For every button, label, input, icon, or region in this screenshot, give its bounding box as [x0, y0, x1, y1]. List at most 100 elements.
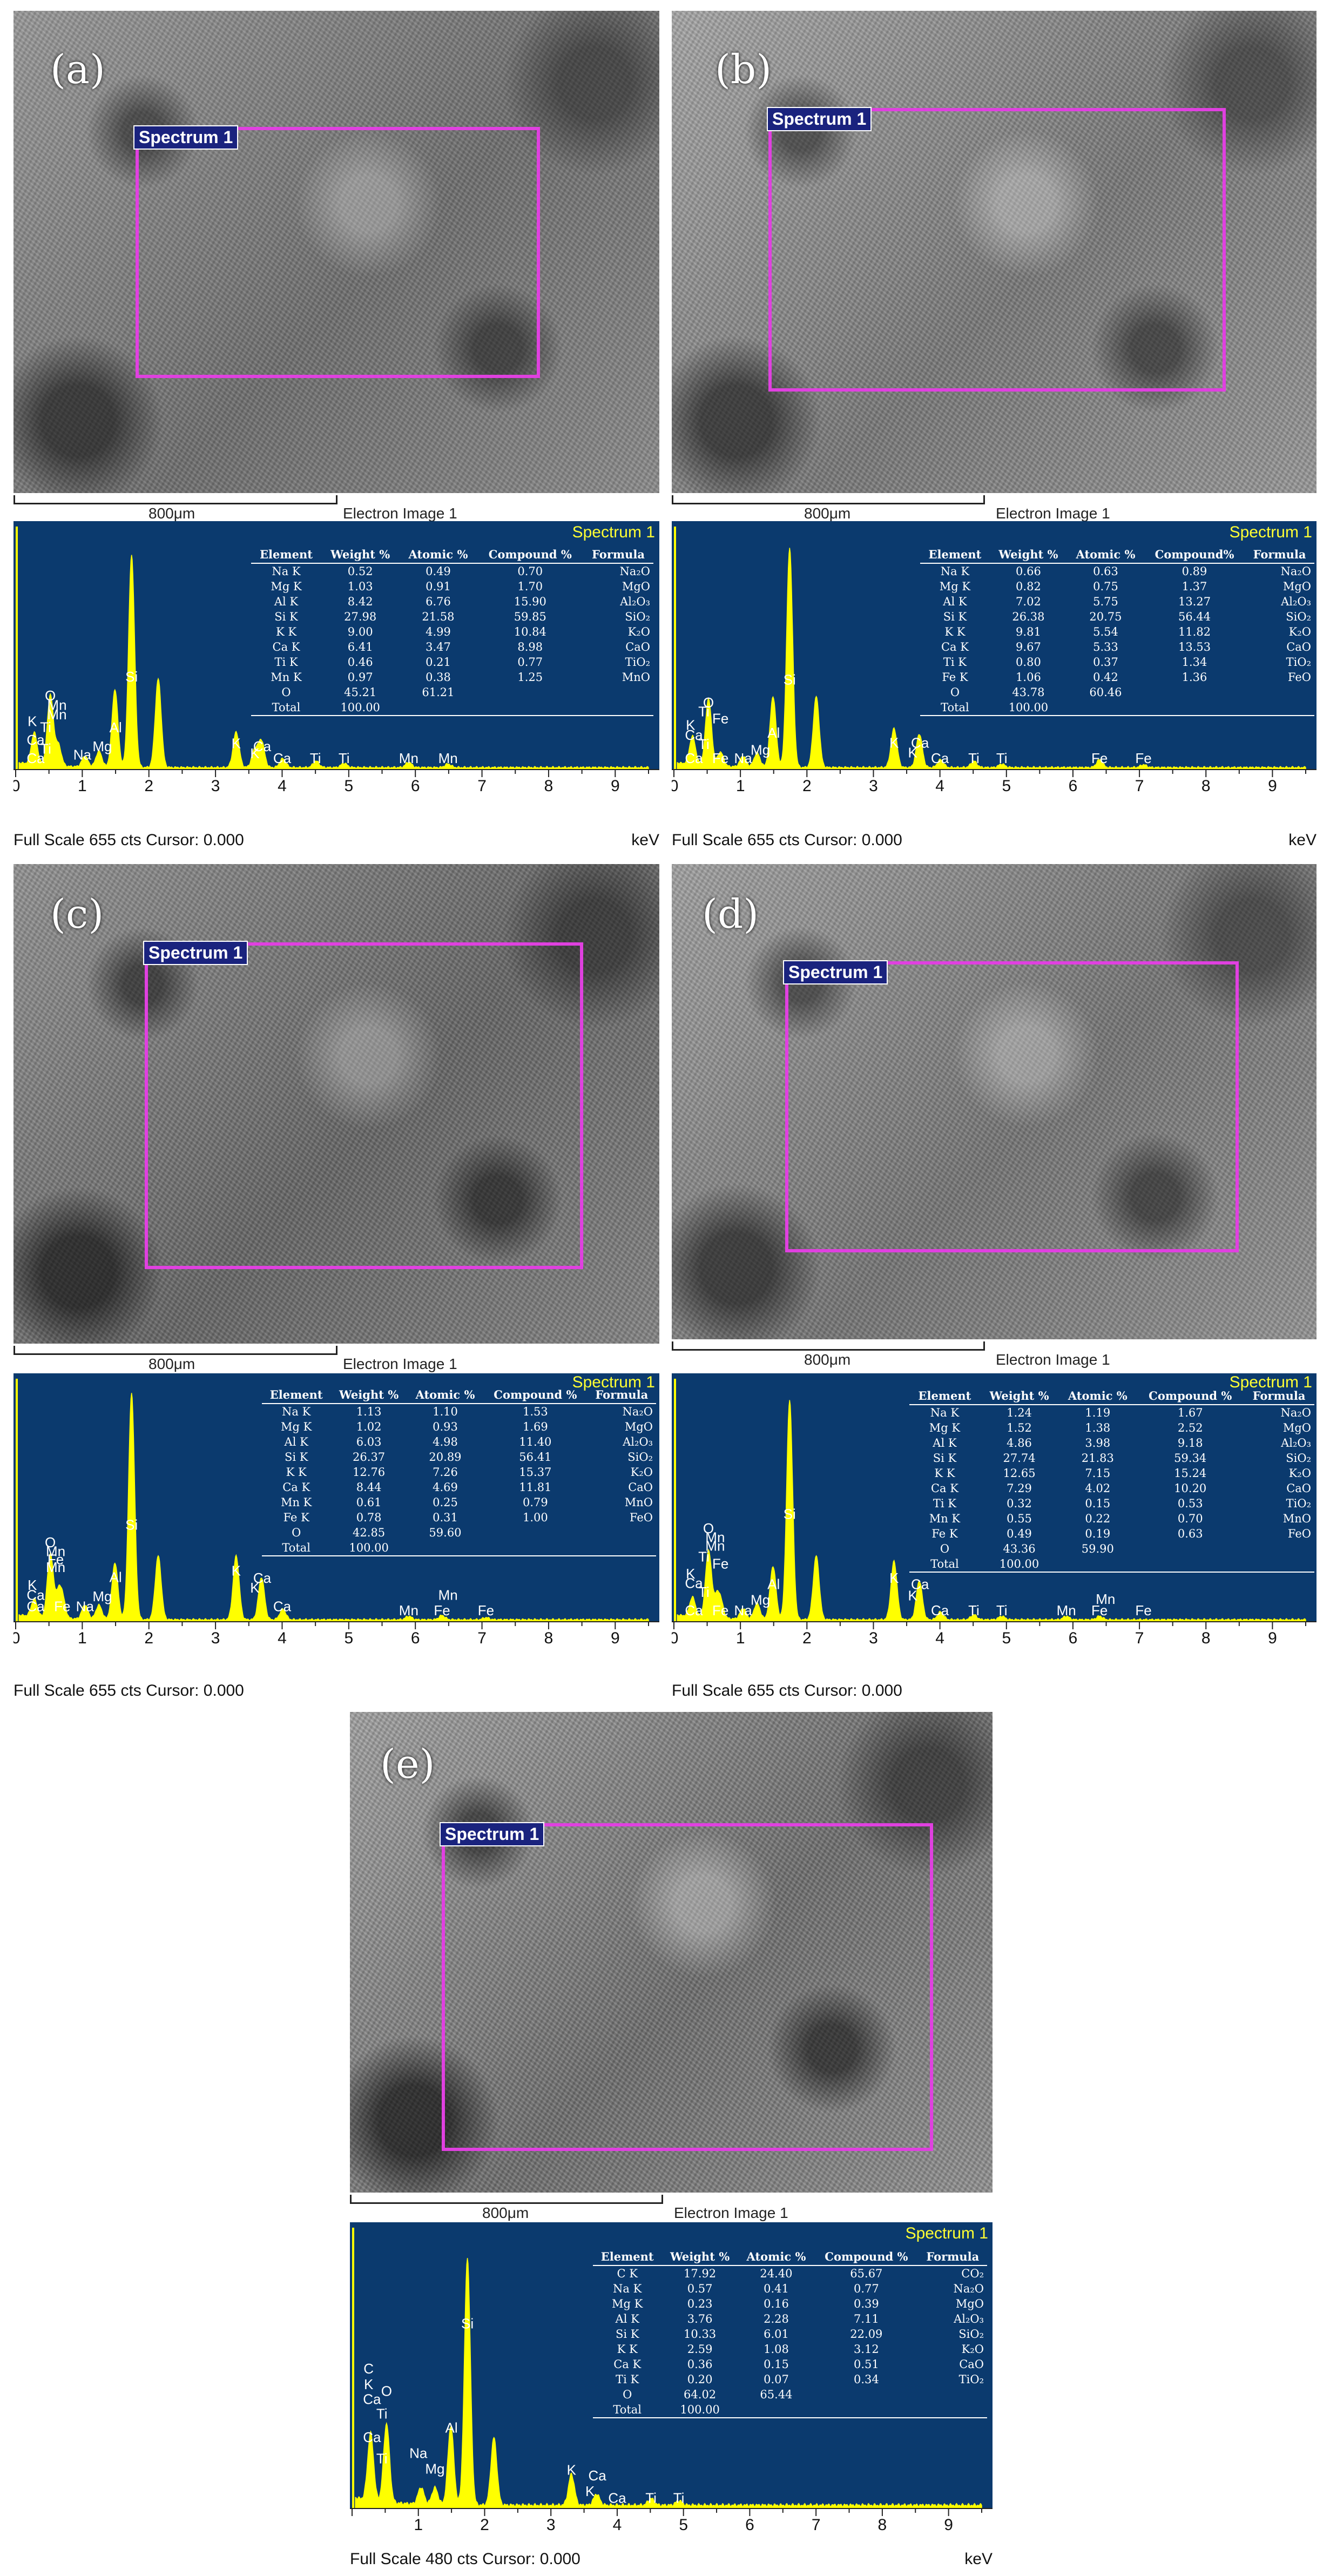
table-cell: TiO₂ — [958, 2373, 984, 2386]
spectrum-region — [145, 942, 583, 1269]
table-cell: O — [940, 1542, 950, 1555]
table-cell: Total — [262, 1540, 331, 1556]
x-tick-label: 3 — [211, 1629, 220, 1647]
x-tick-label: 7 — [812, 2516, 821, 2534]
column-header: Compound % — [477, 546, 583, 564]
table-cell: 0.15 — [764, 2358, 789, 2371]
table-cell: Al₂O₃ — [1281, 1437, 1311, 1449]
peak-label: Si — [784, 1506, 796, 1522]
table-cell: 0.53 — [1177, 1497, 1203, 1510]
table-cell: Al K — [615, 2312, 639, 2325]
table-cell: 1.03 — [347, 580, 373, 593]
peak-label: Ca — [26, 732, 45, 748]
table-cell: CO₂ — [961, 2267, 984, 2280]
table-cell: 64.02 — [684, 2388, 717, 2401]
x-tick-label: 7 — [1135, 777, 1144, 795]
table-cell: K K — [275, 625, 297, 638]
table-cell: 0.41 — [764, 2282, 789, 2295]
table-row: O 43.36 59.90 — [909, 1541, 1314, 1556]
table-cell: 0.42 — [1093, 671, 1118, 684]
table-row: Ca K 9.67 5.33 13.53 CaO — [920, 639, 1314, 655]
table-cell: Na K — [940, 565, 970, 578]
table-cell: 0.23 — [687, 2297, 713, 2310]
table-cell — [814, 2387, 919, 2402]
table-cell: Mg K — [271, 580, 302, 593]
peak-label: K — [250, 1580, 260, 1596]
table-cell: 4.69 — [433, 1481, 458, 1494]
table-cell — [1067, 700, 1144, 716]
footer-text: Full Scale 655 cts Cursor: 0.000 — [13, 831, 244, 849]
table-cell: Al₂O₃ — [1281, 595, 1311, 608]
column-header: Compound% — [1144, 546, 1245, 564]
peak-label: K — [232, 736, 241, 752]
table-cell: 24.40 — [760, 2267, 793, 2280]
table-cell: 0.22 — [1085, 1512, 1111, 1525]
x-tick-label: 3 — [211, 777, 220, 795]
peak-label: Ti — [40, 719, 51, 735]
table-cell: 21.58 — [422, 610, 455, 623]
total-row: Total 100.00 — [593, 2402, 987, 2418]
peak-label: Al — [109, 719, 121, 736]
peak-label: Na — [76, 1598, 94, 1614]
table-cell: MgO — [1282, 580, 1311, 593]
table-cell: 0.32 — [1007, 1497, 1032, 1510]
table-cell — [738, 2402, 815, 2418]
x-axis-strip — [672, 770, 1317, 807]
table-row: Na K 0.52 0.49 0.70 Na₂O — [251, 563, 653, 579]
table-cell — [477, 700, 583, 716]
peak-label: K — [908, 745, 917, 761]
peak-label: Al — [445, 2419, 458, 2436]
table-cell: CaO — [628, 1481, 653, 1494]
table-cell — [1245, 700, 1314, 716]
table-cell: 10.33 — [684, 2328, 717, 2341]
x-tick-label: 8 — [1201, 777, 1211, 795]
peak-label: K — [585, 2483, 595, 2499]
composition-table: Element Weight % Atomic % Compound% Formula N… — [920, 546, 1314, 716]
peak-label: Ca — [26, 1598, 45, 1614]
table-cell: 0.38 — [426, 671, 451, 684]
table-cell: Mn K — [929, 1512, 961, 1525]
table-cell: TiO₂ — [625, 656, 650, 669]
scale-line — [672, 495, 985, 504]
table-cell: 1.36 — [1182, 671, 1207, 684]
table-cell — [1244, 1556, 1314, 1573]
column-header: Element — [251, 546, 321, 564]
x-tick-label: 8 — [544, 777, 553, 795]
x-unit: keV — [964, 2550, 993, 2568]
table-cell: Si K — [274, 610, 298, 623]
table-cell: Ti K — [943, 656, 967, 669]
table-cell: 3.12 — [853, 2343, 879, 2356]
peak-label: Mn — [705, 1538, 725, 1554]
table-cell — [1137, 1541, 1244, 1556]
image-caption: Electron Image 1 — [996, 1351, 1110, 1368]
table-cell: 0.37 — [1093, 656, 1118, 669]
table-cell: Si K — [933, 1452, 957, 1465]
table-cell: 43.78 — [1012, 686, 1045, 699]
peak-label: O — [45, 1534, 56, 1550]
table-cell: 4.86 — [1007, 1437, 1032, 1449]
column-header: Formula — [1245, 546, 1314, 564]
peak-label: Ca — [931, 1602, 949, 1619]
table-cell: SiO₂ — [1286, 1452, 1311, 1465]
table-row: Na K 0.66 0.63 0.89 Na₂O — [920, 563, 1314, 579]
peak-label: Ti — [996, 1602, 1008, 1619]
x-tick-label: 8 — [1201, 1629, 1211, 1647]
peak-label: O — [703, 694, 714, 711]
table-cell: 0.57 — [687, 2282, 713, 2295]
x-tick-label: 5 — [344, 1629, 353, 1647]
table-cell: 1.24 — [1007, 1406, 1032, 1419]
table-cell: Ca K — [930, 1482, 958, 1495]
table-row: O 43.78 60.46 — [920, 685, 1314, 700]
table-cell: O — [281, 686, 291, 699]
table-row: O 64.02 65.44 — [593, 2387, 987, 2402]
table-cell: K K — [617, 2343, 638, 2356]
table-cell: Na₂O — [1280, 565, 1311, 578]
table-cell: 11.82 — [1178, 625, 1211, 638]
x-tick-label: 8 — [544, 1629, 553, 1647]
table-cell: MnO — [622, 671, 650, 684]
spectrum-trace — [18, 555, 649, 770]
table-cell: 0.63 — [1093, 565, 1118, 578]
table-cell — [1137, 1556, 1244, 1573]
spectrum-footer-d: Full Scale 655 cts Cursor: 0.000 — [672, 1680, 1317, 1701]
